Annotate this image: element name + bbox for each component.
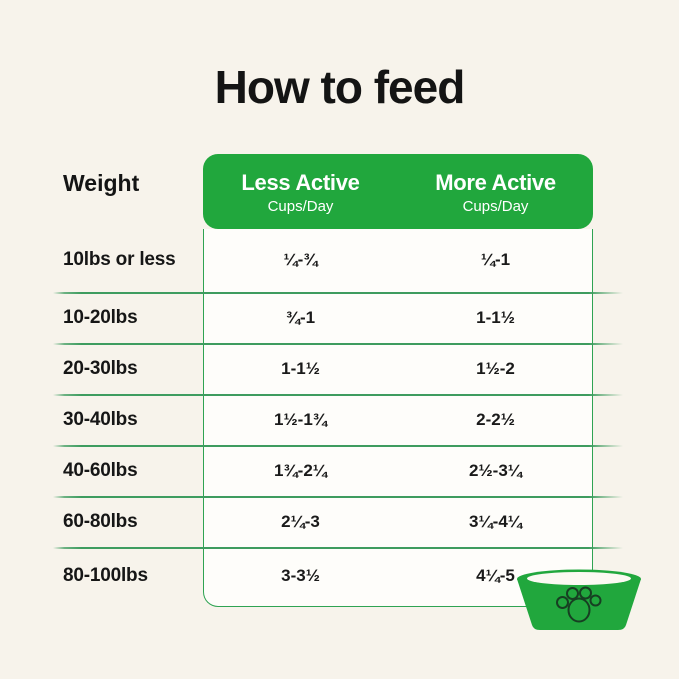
less-active-value: 3-3½ (281, 566, 320, 585)
less-active-value: 1-1½ (281, 358, 320, 378)
less-active-units: Cups/Day (267, 198, 334, 215)
page-title: How to feed (214, 61, 466, 113)
less-active-value: ¼-¾ (283, 250, 318, 269)
weight-column-header: Weight (63, 170, 140, 196)
table-row: 80-100lbs 3-3½ 4¼-5 (0, 547, 679, 605)
less-active-value: 1¾-2¼ (274, 460, 327, 480)
more-active-value: 1½-2 (476, 358, 515, 378)
less-active-label: Less Active (241, 170, 360, 195)
column-header-less-active: Less Active Cups/Day (203, 154, 398, 229)
weight-label: 30-40lbs (63, 408, 138, 430)
weight-label: 40-60lbs (63, 459, 138, 481)
feeding-table: 10lbs or less ¼-¾ ¼-1 10-20lbs ¾-1 1-1½ … (0, 228, 679, 605)
less-active-value: 2¼-3 (281, 511, 320, 531)
more-active-value: ¼-1 (480, 250, 511, 269)
table-row: 30-40lbs 1½-1¾ 2-2½ (0, 394, 679, 445)
row-divider (53, 445, 623, 447)
weight-label: 80-100lbs (63, 565, 148, 586)
dog-bowl-paw-icon (517, 569, 641, 630)
table-row: 40-60lbs 1¾-2¼ 2½-3¼ (0, 445, 679, 496)
weight-label: 10-20lbs (63, 306, 138, 328)
table-header-bar: Less Active Cups/Day More Active Cups/Da… (203, 154, 593, 229)
table-row: 10lbs or less ¼-¾ ¼-1 (0, 228, 679, 292)
row-divider (53, 343, 623, 345)
column-header-more-active: More Active Cups/Day (398, 154, 593, 229)
more-active-units: Cups/Day (462, 198, 529, 215)
more-active-value: 3¼-4¼ (469, 511, 522, 531)
more-active-label: More Active (435, 170, 556, 195)
less-active-value: 1½-1¾ (274, 409, 327, 429)
table-row: 60-80lbs 2¼-3 3¼-4¼ (0, 496, 679, 547)
weight-label: 20-30lbs (63, 357, 138, 379)
table-row: 10-20lbs ¾-1 1-1½ (0, 292, 679, 343)
row-divider (53, 292, 623, 294)
weight-label: 60-80lbs (63, 510, 138, 532)
table-row: 20-30lbs 1-1½ 1½-2 (0, 343, 679, 394)
more-active-value: 2-2½ (476, 409, 515, 429)
row-divider (53, 496, 623, 498)
more-active-value: 2½-3¼ (469, 460, 522, 480)
weight-label: 10lbs or less (63, 249, 176, 270)
less-active-value: ¾-1 (285, 307, 316, 327)
more-active-value: 1-1½ (476, 307, 515, 327)
row-divider (53, 547, 623, 549)
row-divider (53, 394, 623, 396)
more-active-value: 4¼-5 (476, 566, 515, 585)
